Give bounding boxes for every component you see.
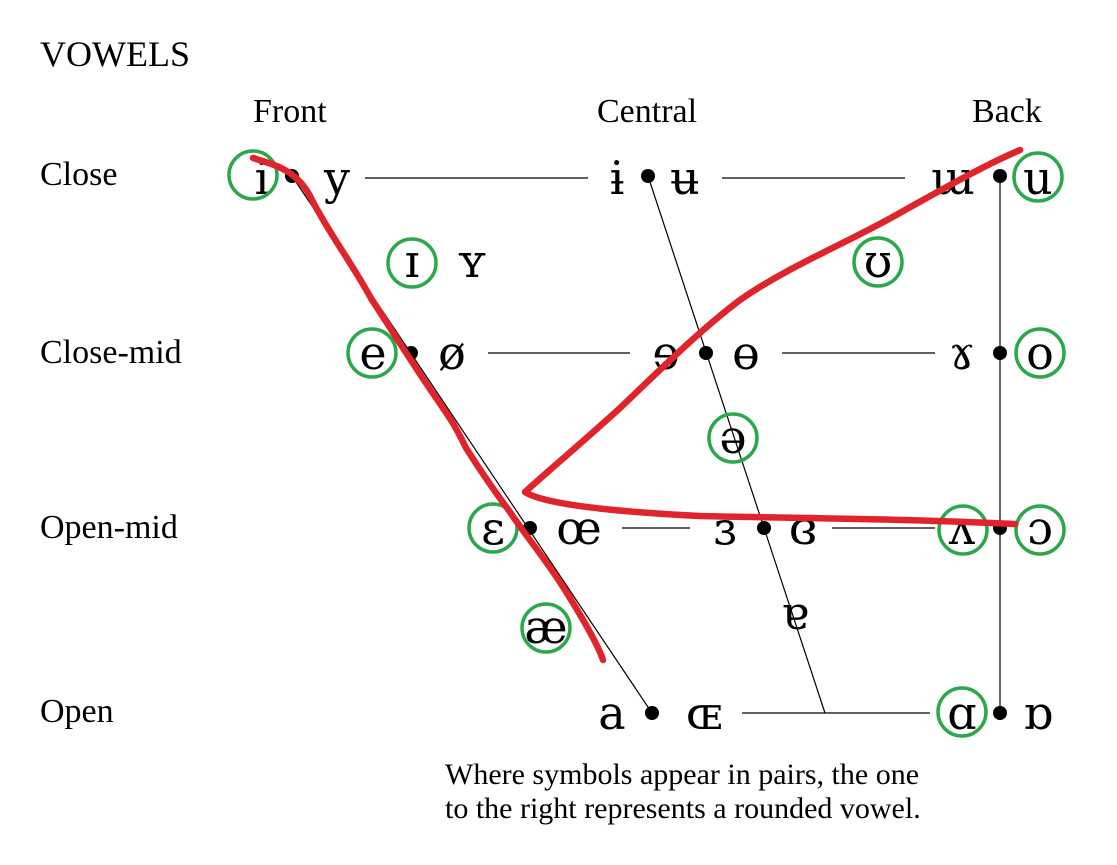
- red-scribble-annotations: [249, 146, 1024, 664]
- annotation-circle-alpha: [936, 686, 988, 738]
- row-open-mid-label: Open-mid: [40, 509, 178, 546]
- central-edge-line: [647, 175, 826, 714]
- dot-close-mid-central: [699, 346, 713, 360]
- annotation-circle-wedge: [937, 504, 989, 556]
- annotation-circle-schwa: [707, 412, 759, 464]
- vowel-close-mid-central-rounded: ɵ: [732, 326, 760, 380]
- dot-close-back: [993, 169, 1007, 183]
- dot-close-central: [641, 169, 655, 183]
- annotation-circle-upsilon: [852, 236, 904, 288]
- vowel-close-mid-back-rounded: o: [1026, 326, 1054, 380]
- vowel-close-mid-back-unrounded: ɤ: [949, 326, 975, 380]
- vowel-open-front-rounded: ɶ: [686, 686, 722, 740]
- row-close-mid-label: Close-mid: [40, 334, 182, 371]
- vowel-close-front-rounded: y: [323, 151, 350, 205]
- red-scribble-back-triangle: [521, 146, 1024, 528]
- vowel-open-mid-central-rounded: ɞ: [789, 501, 817, 555]
- vowel-near-close-front-unrounded: ɪ: [405, 234, 420, 288]
- row-open-label: Open: [40, 693, 114, 730]
- vowel-close-mid-front-unrounded: e: [359, 326, 386, 380]
- annotation-circle-small-i: [386, 237, 438, 289]
- vowel-close-central-unrounded: ɨ: [610, 151, 625, 205]
- red-scribble-front-line: [249, 154, 607, 664]
- annotation-circle-u: [1012, 151, 1064, 203]
- column-back-label: Back: [972, 93, 1042, 130]
- vowel-mid-central: ə: [719, 410, 746, 464]
- annotation-circle-open-o: [1014, 504, 1066, 556]
- row-close-label: Close: [40, 156, 117, 193]
- vowel-open-mid-front-unrounded: ɛ: [481, 501, 505, 555]
- vowel-open-front-unrounded: a: [598, 686, 625, 740]
- footnote-line-1: Where symbols appear in pairs, the one: [445, 758, 919, 791]
- annotation-circle-o: [1014, 327, 1066, 379]
- dot-open-back: [993, 706, 1007, 720]
- annotation-circle-e: [346, 327, 398, 379]
- vowel-near-open-central: ɐ: [781, 586, 808, 640]
- vowel-open-mid-back-rounded: ɔ: [1027, 501, 1053, 555]
- column-front-label: Front: [253, 93, 327, 130]
- annotation-circle-ae: [520, 602, 572, 654]
- column-central-label: Central: [597, 93, 697, 130]
- dot-close-mid-back: [993, 346, 1007, 360]
- footnote-line-2: to the right represents a rounded vowel.: [445, 792, 921, 825]
- vowel-open-back-unrounded: ɑ: [947, 686, 976, 740]
- vowel-close-central-rounded: ʉ: [670, 151, 700, 205]
- vowel-close-back-rounded: u: [1023, 151, 1053, 205]
- vowel-open-back-rounded: ɒ: [1023, 686, 1052, 740]
- vowel-open-mid-central-unrounded: ɜ: [713, 501, 736, 555]
- dot-open-mid-central: [757, 521, 771, 535]
- vowel-near-close-front-rounded: ʏ: [457, 234, 487, 288]
- vowel-symbols: i y ɨ ʉ ɯ u ɪ ʏ ʊ e ø ɘ ɵ ɤ o ə ɛ œ ɜ ɞ …: [255, 151, 1054, 740]
- annotation-circle-i: [227, 149, 279, 201]
- vowel-close-mid-front-rounded: ø: [438, 326, 466, 380]
- annotation-circle-epsilon: [467, 502, 519, 554]
- chart-title: VOWELS: [40, 34, 190, 74]
- dot-open-front: [645, 706, 659, 720]
- circle-annotations: [227, 149, 1066, 738]
- chart-grid: [291, 175, 1001, 714]
- vowel-near-close-back-rounded: ʊ: [864, 234, 893, 288]
